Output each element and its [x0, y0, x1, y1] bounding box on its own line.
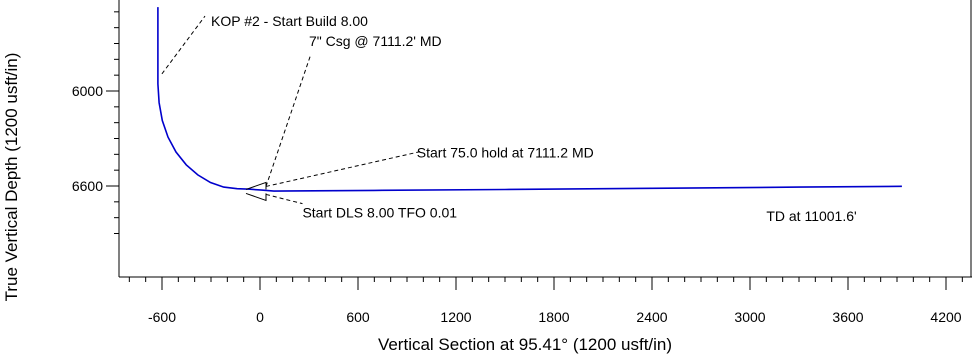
x-axis-ticks: -600 0 600 1200 1800 2400 3000 3600 4200	[148, 277, 962, 325]
casing-marker-upper	[245, 181, 267, 190]
annotation-label: TD at 11001.6'	[766, 208, 856, 224]
y-tick-label: 6000	[72, 83, 103, 99]
x-axis-title: Vertical Section at 95.41° (1200 usft/in…	[378, 335, 672, 354]
annotation-label: Start 75.0 hold at 7111.2 MD	[417, 145, 594, 161]
x-tick-label: -600	[148, 309, 176, 325]
annotation-label: KOP #2 - Start Build 8.00	[211, 13, 368, 29]
x-tick-label: 1800	[538, 309, 569, 325]
x-tick-label: 600	[346, 309, 370, 325]
y-axis-title: True Vertical Depth (1200 usft/in)	[2, 53, 21, 302]
annotation-label: 7" Csg @ 7111.2' MD	[309, 33, 442, 49]
annotation-leader	[265, 53, 312, 187]
x-tick-label: 3600	[832, 309, 863, 325]
x-tick-label: 3000	[734, 309, 765, 325]
annotation-leader	[265, 151, 421, 187]
annotation-leaders	[161, 15, 421, 205]
y-axis-ticks: 6000 6600	[72, 83, 119, 194]
casing-marker-lower	[245, 192, 267, 202]
annotation-leader	[265, 193, 303, 205]
annotation-label: Start DLS 8.00 TFO 0.01	[302, 205, 457, 221]
x-tick-label: 4200	[930, 309, 961, 325]
y-tick-label: 6600	[72, 178, 103, 194]
x-tick-label: 1200	[440, 309, 471, 325]
casing-markers	[245, 181, 267, 202]
series-line	[157, 7, 902, 192]
annotation-leader	[161, 15, 206, 75]
x-tick-label: 0	[256, 309, 264, 325]
annotations: KOP #2 - Start Build 8.00 7" Csg @ 7111.2…	[211, 13, 857, 224]
series-group	[157, 7, 902, 192]
x-tick-label: 2400	[636, 309, 667, 325]
